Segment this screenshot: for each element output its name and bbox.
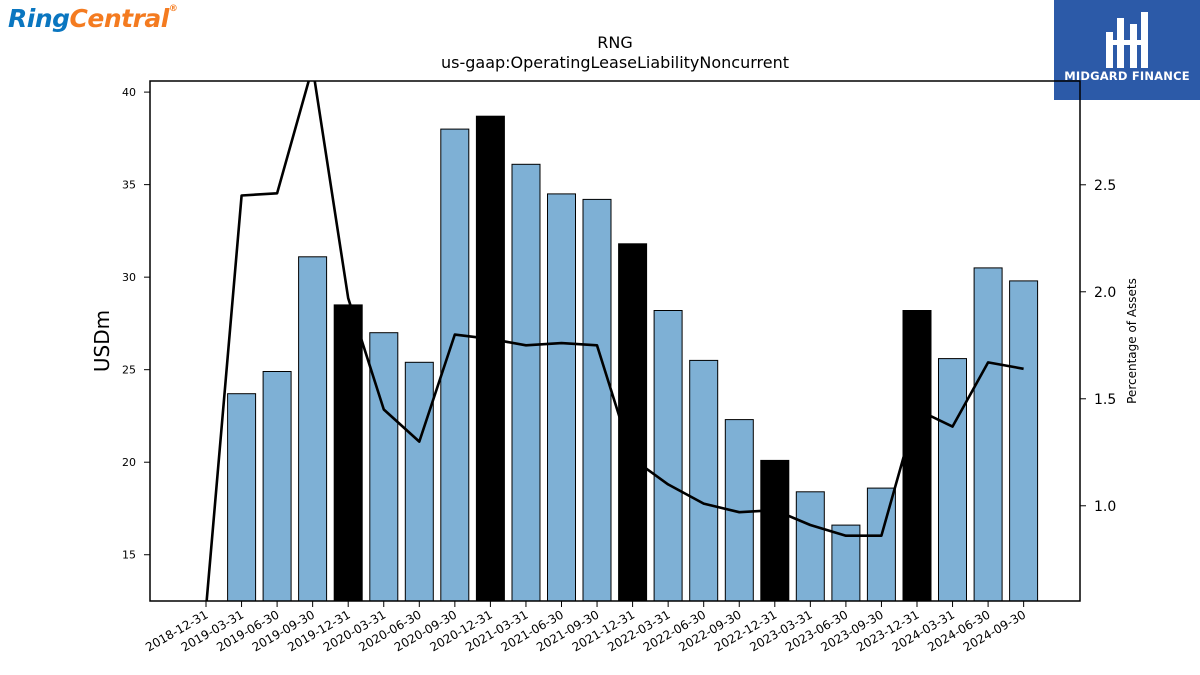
bar-2020-12-31 [475, 115, 505, 602]
bar-2021-09-30 [582, 198, 612, 602]
bar-2023-09-30 [866, 487, 896, 602]
chart-subtitle: us-gaap:OperatingLeaseLiabilityNoncurren… [441, 53, 789, 72]
line-series [205, 81, 1024, 601]
bar-2022-03-31 [653, 310, 683, 602]
bar-2021-12-31 [618, 243, 648, 602]
y-tick-label: 15 [122, 549, 136, 562]
midgard-mark-icon [1106, 12, 1148, 68]
ringcentral-logo: RingCentral® [8, 4, 178, 33]
assets-percentage-line [205, 81, 1024, 601]
bar-2024-06-30 [973, 267, 1003, 602]
bar-2022-06-30 [689, 359, 719, 602]
bar-2024-03-31 [938, 358, 967, 602]
x-axis-ticks: 2018-12-312019-03-312019-06-302019-09-30… [143, 601, 1028, 654]
y-axis-ticks: 15 20 25 30 35 40 [122, 86, 150, 562]
bar-2021-03-31 [511, 163, 541, 602]
bar-2019-06-30 [262, 371, 292, 602]
y-tick-label: 35 [122, 179, 136, 192]
y2-tick-label: 2.5 [1094, 178, 1116, 194]
y2-tick-label: 2.0 [1094, 285, 1116, 301]
y-tick-label: 25 [122, 364, 136, 377]
bar-series [227, 115, 1039, 602]
y2-axis-label: Percentage of Assets [1125, 278, 1139, 404]
midgard-finance-text: MIDGARD FINANCE [1064, 69, 1190, 83]
bar-2023-12-31 [902, 310, 932, 602]
bar-2020-03-31 [369, 332, 399, 602]
plot-frame [149, 80, 1081, 602]
bar-2023-06-30 [831, 524, 861, 602]
y2-axis-ticks: 1.0 1.5 2.0 2.5 [1080, 178, 1116, 515]
y-axis-label: USDm [90, 310, 114, 372]
bar-2020-06-30 [404, 361, 434, 602]
y-tick-label: 40 [122, 86, 136, 99]
chart-title: RNG [597, 33, 632, 52]
bar-2019-09-30 [298, 256, 328, 602]
bar-2021-06-30 [547, 193, 576, 602]
y2-tick-label: 1.0 [1094, 499, 1116, 515]
y-tick-label: 30 [122, 271, 136, 284]
y2-tick-label: 1.5 [1094, 392, 1116, 408]
bar-2019-12-31 [333, 304, 363, 602]
bar-2023-03-31 [795, 491, 825, 602]
bar-2024-09-30 [1009, 280, 1039, 602]
midgard-finance-logo: MIDGARD FINANCE [1054, 0, 1200, 100]
y-tick-label: 20 [122, 456, 136, 469]
bar-2022-12-31 [760, 459, 790, 602]
bar-2019-03-31 [227, 393, 257, 602]
